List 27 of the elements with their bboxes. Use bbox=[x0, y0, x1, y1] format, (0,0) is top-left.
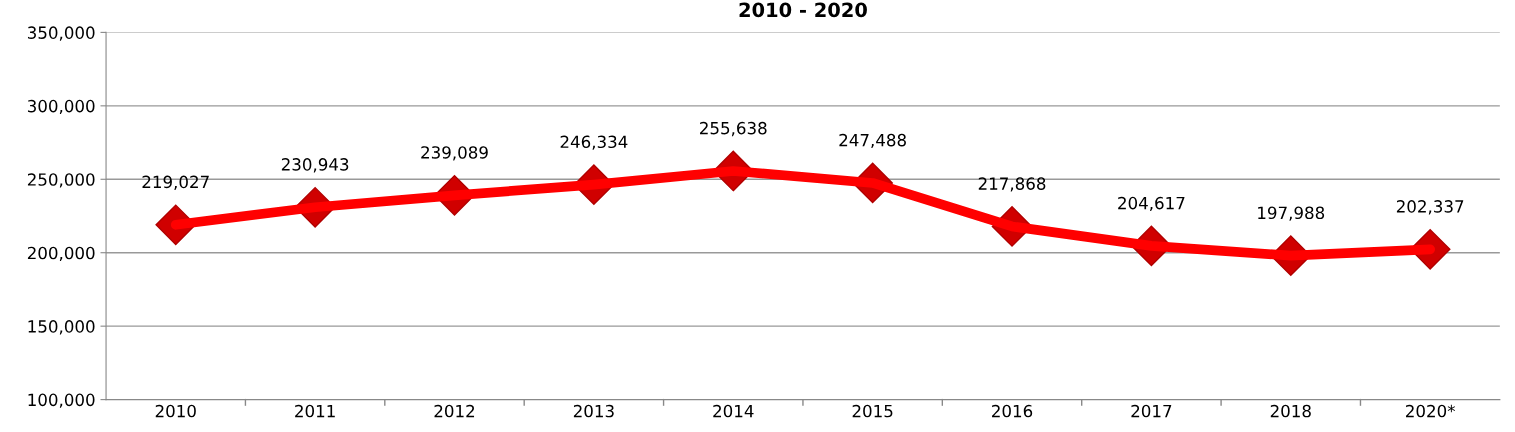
data-label: 197,988 bbox=[1258, 206, 1325, 221]
chart-title: 2010 - 2020 bbox=[739, 2, 867, 18]
y-tick-label: 200,000 bbox=[27, 246, 95, 261]
data-label: 204,617 bbox=[1118, 196, 1185, 212]
x-tick-label: 2014 bbox=[713, 404, 754, 418]
y-tick-label: 250,000 bbox=[27, 173, 95, 188]
data-label: 219,027 bbox=[142, 175, 209, 190]
x-tick-label: 2013 bbox=[573, 404, 614, 418]
y-tick-label: 100,000 bbox=[28, 393, 95, 408]
y-tick-label: 350,000 bbox=[27, 26, 95, 41]
x-tick-label: 2015 bbox=[852, 404, 893, 418]
y-tick-label: 300,000 bbox=[27, 99, 95, 115]
x-tick-label: 2016 bbox=[992, 404, 1033, 418]
data-label: 230,943 bbox=[281, 158, 349, 173]
x-tick-label: 2010 bbox=[155, 404, 196, 418]
y-tick-label: 150,000 bbox=[28, 320, 95, 335]
x-tick-label: 2017 bbox=[1131, 404, 1172, 418]
data-label: 247,488 bbox=[839, 133, 906, 149]
x-tick-label: 2018 bbox=[1270, 404, 1311, 418]
x-tick-label: 2020* bbox=[1406, 404, 1456, 418]
data-label: 246,334 bbox=[560, 135, 628, 150]
data-label: 217,868 bbox=[978, 177, 1046, 192]
data-label: 239,089 bbox=[421, 146, 488, 161]
data-label: 255,638 bbox=[700, 121, 767, 137]
x-tick-label: 2012 bbox=[434, 404, 475, 418]
x-tick-label: 2011 bbox=[295, 404, 335, 418]
data-label: 202,337 bbox=[1396, 200, 1464, 215]
